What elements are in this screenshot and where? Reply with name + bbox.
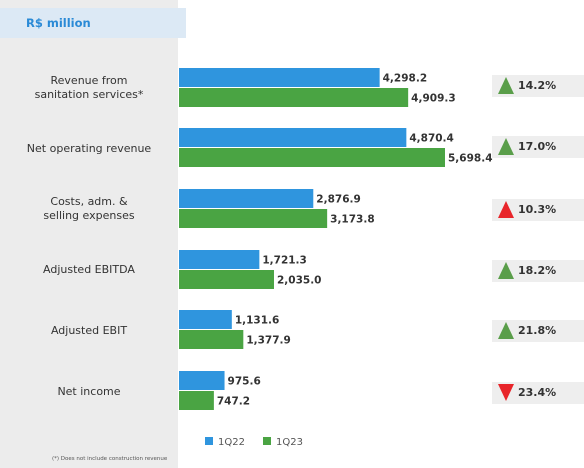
legend-label: 1Q23 — [276, 437, 303, 448]
unit-header — [0, 8, 186, 38]
category-panel — [0, 0, 178, 468]
change-badge: 10.3% — [492, 199, 584, 221]
bar-1q22-2 — [179, 189, 314, 208]
change-value: 17.0% — [518, 140, 557, 153]
bar-1q22-1 — [179, 128, 407, 147]
change-badge: 21.8% — [492, 320, 584, 342]
data-label-1q22-2: 2,876.9 — [316, 194, 361, 206]
bar-1q23-3 — [179, 270, 274, 289]
category-text: Adjusted EBIT — [50, 324, 128, 337]
row-label-net-income: Net income — [0, 385, 178, 399]
row-label-net-operating-revenue: Net operating revenue — [0, 142, 178, 156]
bar-1q23-5 — [179, 391, 214, 410]
legend-swatch — [263, 437, 271, 445]
change-value: 23.4% — [518, 386, 557, 399]
change-value: 18.2% — [518, 264, 557, 277]
triangle-up-icon — [498, 322, 514, 339]
unit-label: R$ million — [26, 16, 91, 30]
bar-1q22-0 — [179, 68, 380, 87]
change-badge: 14.2% — [492, 75, 584, 97]
category-text: Net income — [57, 385, 121, 398]
bar-1q22-5 — [179, 371, 225, 390]
legend-item-1q22: 1Q22 — [205, 437, 245, 448]
data-label-1q23-1: 5,698.4 — [448, 153, 493, 165]
data-label-1q22-1: 4,870.4 — [409, 133, 454, 145]
data-label-1q23-2: 3,173.8 — [330, 214, 375, 226]
category-text: Net operating revenue — [26, 142, 152, 155]
change-value: 14.2% — [518, 79, 557, 92]
change-badge: 17.0% — [492, 136, 584, 158]
category-text: Costs, adm. & selling expenses — [43, 195, 135, 222]
bar-1q22-3 — [179, 250, 260, 269]
footnote: (*) Does not include construction revenu… — [52, 456, 168, 462]
category-text: Revenue from sanitation services* — [34, 74, 144, 101]
legend-swatch — [205, 437, 213, 445]
bar-1q23-2 — [179, 209, 328, 228]
row-label-adjusted-ebitda: Adjusted EBITDA — [0, 263, 178, 277]
legend-label: 1Q22 — [218, 437, 245, 448]
row-label-adjusted-ebit: Adjusted EBIT — [0, 324, 178, 338]
triangle-up-icon — [498, 138, 514, 155]
data-label-1q22-0: 4,298.2 — [383, 73, 428, 85]
data-label-1q22-3: 1,721.3 — [262, 255, 307, 267]
row-label-costs: Costs, adm. & selling expenses — [0, 195, 178, 223]
data-label-1q23-4: 1,377.9 — [246, 335, 291, 347]
row-label-revenue-sanitation: Revenue from sanitation services* — [0, 74, 178, 102]
data-label-1q23-0: 4,909.3 — [411, 93, 456, 105]
bar-1q23-4 — [179, 330, 244, 349]
category-text: Adjusted EBITDA — [43, 263, 135, 276]
bar-1q23-1 — [179, 148, 445, 167]
change-badge: 18.2% — [492, 260, 584, 282]
triangle-up-icon — [498, 201, 514, 218]
change-value: 10.3% — [518, 203, 557, 216]
triangle-down-icon — [498, 384, 514, 401]
data-label-1q22-5: 975.6 — [228, 376, 261, 388]
data-label-1q23-5: 747.2 — [217, 396, 250, 408]
change-badge: 23.4% — [492, 382, 584, 404]
data-label-1q22-4: 1,131.6 — [235, 315, 280, 327]
bar-1q22-4 — [179, 310, 232, 329]
change-value: 21.8% — [518, 324, 557, 337]
triangle-up-icon — [498, 77, 514, 94]
bar-1q23-0 — [179, 88, 409, 107]
legend-item-1q23: 1Q23 — [263, 437, 303, 448]
data-label-1q23-3: 2,035.0 — [277, 275, 322, 287]
triangle-up-icon — [498, 262, 514, 279]
